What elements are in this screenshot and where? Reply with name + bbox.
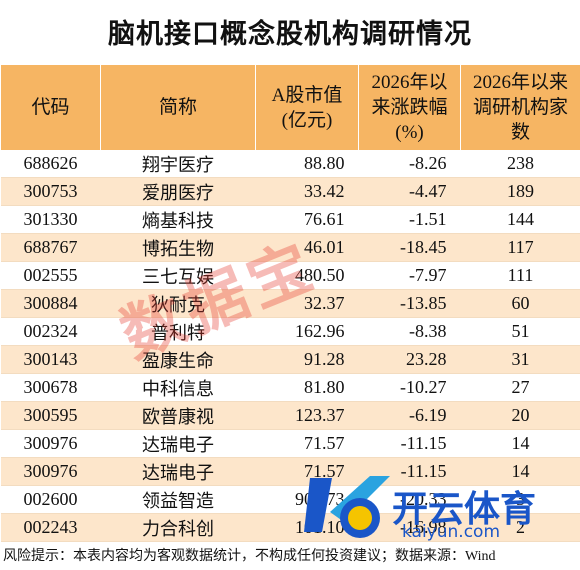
- cell: -13.85: [358, 289, 461, 318]
- cell: 达瑞电子: [100, 457, 256, 486]
- cell: 300753: [0, 177, 101, 206]
- watermark: 开云体育: [392, 489, 537, 530]
- cell: 300976: [0, 429, 101, 458]
- cell: 力合科创: [100, 513, 256, 542]
- cell: 狄耐克: [100, 289, 256, 318]
- table-row: 002324 普利特 162.96 -8.38 51: [0, 317, 580, 346]
- header-cell: A股市值 (亿元): [255, 65, 359, 150]
- cell: -4.47: [358, 177, 461, 206]
- cell: 32.37: [255, 289, 359, 318]
- cell: 300143: [0, 345, 101, 374]
- cell: 熵基科技: [100, 205, 256, 234]
- cell: -18.45: [358, 233, 461, 262]
- cell: 300884: [0, 289, 101, 318]
- cell: 60: [460, 289, 580, 318]
- cell: 领益智造: [100, 485, 256, 514]
- cell: 31: [460, 345, 580, 374]
- table-row: 300595 欧普康视 123.37 -6.19 20: [0, 401, 580, 430]
- cell: 301330: [0, 205, 101, 234]
- cell: 达瑞电子: [100, 429, 256, 458]
- cell: -1.51: [358, 205, 461, 234]
- header-cell: 代码: [0, 65, 101, 150]
- cell: 20: [460, 401, 580, 430]
- cell: 111: [460, 261, 580, 290]
- cell: -8.38: [358, 317, 461, 346]
- cell: -7.97: [358, 261, 461, 290]
- cell: 盈康生命: [100, 345, 256, 374]
- cell: 27: [460, 373, 580, 402]
- header-cell: 2026年以 来涨跌幅 (%): [358, 65, 461, 150]
- table-row: 300678 中科信息 81.80 -10.27 27: [0, 373, 580, 402]
- cell: 162.96: [255, 317, 359, 346]
- cell: 2: [460, 513, 580, 542]
- cell: -11.15: [358, 457, 461, 486]
- header-cell: 简称: [100, 65, 256, 150]
- cell: 71.57: [255, 429, 359, 458]
- cell: 翔宇医疗: [100, 150, 256, 178]
- cell: 300595: [0, 401, 101, 430]
- table-row: 688626 翔宇医疗 88.80 -8.26 238: [0, 150, 580, 178]
- cell: 33.42: [255, 177, 359, 206]
- cell: 14: [460, 457, 580, 486]
- cell: 三七互娱: [100, 261, 256, 290]
- table-row: 002555 三七互娱 480.50 -7.97 111: [0, 261, 580, 290]
- cell: 300678: [0, 373, 101, 402]
- cell: 117: [460, 233, 580, 262]
- table-row: 300753 爱朋医疗 33.42 -4.47 189: [0, 177, 580, 206]
- cell: 欧普康视: [100, 401, 256, 430]
- cell: 144: [460, 205, 580, 234]
- cell: 23.28: [358, 345, 461, 374]
- table-row: 300884 狄耐克 32.37 -13.85 60: [0, 289, 580, 318]
- cell: 3: [460, 485, 580, 514]
- header-row: 代码 简称 A股市值 (亿元) 2026年以 来涨跌幅 (%) 2026年以来 调研机构…: [0, 65, 580, 150]
- cell: 300976: [0, 457, 101, 486]
- footer: 风险提示：本表内容均为客观数据统计，不构成任何投资建议；数据来源：Wind: [3, 549, 496, 564]
- cell: 688626: [0, 150, 101, 178]
- watermark: kaiyun.com: [402, 522, 501, 542]
- cell: 002600: [0, 485, 101, 514]
- cell: 688767: [0, 233, 101, 262]
- table-row: 300976 达瑞电子 71.57 -11.15 14: [0, 457, 580, 486]
- title: 脑机接口概念股机构调研情况: [108, 19, 472, 49]
- table-row: 300143 盈康生命 91.28 23.28 31: [0, 345, 580, 374]
- cell: -8.26: [358, 150, 461, 178]
- cell: 238: [460, 150, 580, 178]
- cell: -10.27: [358, 373, 461, 402]
- cell: 002324: [0, 317, 101, 346]
- cell: 002243: [0, 513, 101, 542]
- cell: 中科信息: [100, 373, 256, 402]
- cell: 46.01: [255, 233, 359, 262]
- cell: 91.28: [255, 345, 359, 374]
- table-row: 002243力合科创101.10-16.982: [0, 513, 580, 542]
- cell: 14: [460, 429, 580, 458]
- header-cell: 2026年以来 调研机构家 数: [460, 65, 580, 150]
- cell: 71.57: [255, 457, 359, 486]
- cell: 普利特: [100, 317, 256, 346]
- cell: 480.50: [255, 261, 359, 290]
- cell: 88.80: [255, 150, 359, 178]
- cell: 爱朋医疗: [100, 177, 256, 206]
- table-row: 688767 博拓生物 46.01 -18.45 117: [0, 233, 580, 262]
- cell: -6.19: [358, 401, 461, 430]
- cell: 81.80: [255, 373, 359, 402]
- cell: 76.61: [255, 205, 359, 234]
- table-row: 301330 熵基科技 76.61 -1.51 144: [0, 205, 580, 234]
- cell: 123.37: [255, 401, 359, 430]
- cell: 博拓生物: [100, 233, 256, 262]
- cell: 189: [460, 177, 580, 206]
- cell: 002555: [0, 261, 101, 290]
- cell: -11.15: [358, 429, 461, 458]
- cell: 51: [460, 317, 580, 346]
- table-row: 300976 达瑞电子 71.57 -11.15 14: [0, 429, 580, 458]
- logo: [304, 476, 390, 538]
